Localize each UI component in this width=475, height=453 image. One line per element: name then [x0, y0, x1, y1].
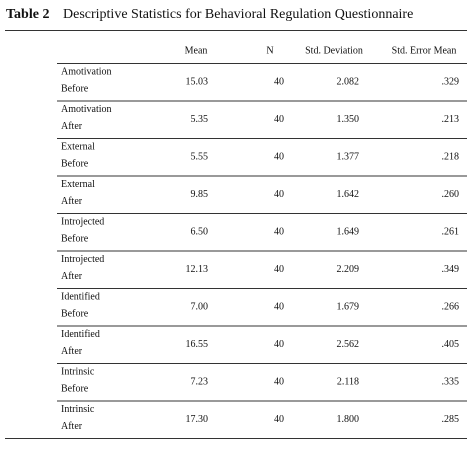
cell: 1.377: [337, 151, 360, 162]
row-label: Before: [61, 308, 89, 319]
row-label: Before: [61, 233, 89, 244]
cell: 6.50: [191, 226, 209, 237]
cell: 40: [274, 114, 284, 125]
cell: 7.00: [191, 301, 209, 312]
cell: 17.30: [186, 414, 209, 425]
row-label: After: [61, 121, 83, 132]
cell: 40: [274, 226, 284, 237]
cell: 40: [274, 151, 284, 162]
row-label: Amotivation: [61, 66, 112, 77]
row-label: External: [61, 179, 95, 190]
cell: .260: [442, 189, 460, 200]
table-title: Descriptive Statistics for Behavioral Re…: [63, 7, 413, 22]
cell: .405: [442, 339, 460, 350]
cell: .349: [442, 264, 460, 275]
row-label: After: [61, 346, 83, 357]
cell: 2.562: [337, 339, 360, 350]
cell: 40: [274, 76, 284, 87]
cell: 40: [274, 189, 284, 200]
cell: 2.209: [337, 264, 360, 275]
row-label: Identified: [61, 329, 100, 340]
row-label: Before: [61, 158, 89, 169]
row-label: Before: [61, 83, 89, 94]
row-label: Introjected: [61, 254, 104, 265]
cell: 40: [274, 414, 284, 425]
cell: 5.55: [191, 151, 209, 162]
cell: 1.642: [337, 189, 360, 200]
cell: 5.35: [191, 114, 209, 125]
cell: 2.082: [337, 76, 360, 87]
row-label: After: [61, 421, 83, 432]
column-header: Std. Deviation: [305, 45, 363, 56]
column-header: Std. Error Mean: [392, 45, 457, 56]
row-label: Intrinsic: [61, 404, 95, 415]
cell: 40: [274, 264, 284, 275]
cell: 2.118: [337, 376, 359, 387]
row-label: Amotivation: [61, 104, 112, 115]
cell: .261: [442, 226, 460, 237]
cell: 7.23: [191, 376, 209, 387]
row-label: After: [61, 196, 83, 207]
cell: 40: [274, 339, 284, 350]
cell: 1.350: [337, 114, 360, 125]
row-label: Intrinsic: [61, 366, 95, 377]
table-label: Table 2: [6, 7, 49, 22]
cell: .335: [442, 376, 460, 387]
row-label: External: [61, 141, 95, 152]
cell: 15.03: [186, 76, 209, 87]
cell: 1.649: [337, 226, 360, 237]
cell: 9.85: [191, 189, 209, 200]
cell: .213: [442, 114, 460, 125]
column-header: Mean: [185, 45, 208, 56]
cell: 40: [274, 301, 284, 312]
row-label: After: [61, 271, 83, 282]
cell: 40: [274, 376, 284, 387]
cell: .285: [442, 414, 460, 425]
row-label: Before: [61, 383, 89, 394]
cell: 12.13: [186, 264, 209, 275]
cell: .266: [442, 301, 460, 312]
cell: 1.800: [337, 414, 360, 425]
cell: .218: [442, 151, 460, 162]
cell: .329: [442, 76, 460, 87]
cell: 1.679: [337, 301, 360, 312]
column-header: N: [266, 45, 273, 56]
row-label: Introjected: [61, 216, 104, 227]
cell: 16.55: [186, 339, 209, 350]
row-label: Identified: [61, 291, 100, 302]
